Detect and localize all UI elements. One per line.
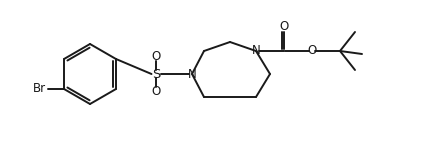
Text: Br: Br: [32, 83, 46, 95]
Text: N: N: [187, 68, 196, 80]
Text: O: O: [279, 20, 289, 33]
Text: O: O: [307, 44, 316, 57]
Text: N: N: [251, 44, 260, 57]
Text: O: O: [151, 50, 160, 63]
Text: O: O: [151, 85, 160, 98]
Text: S: S: [152, 68, 160, 80]
